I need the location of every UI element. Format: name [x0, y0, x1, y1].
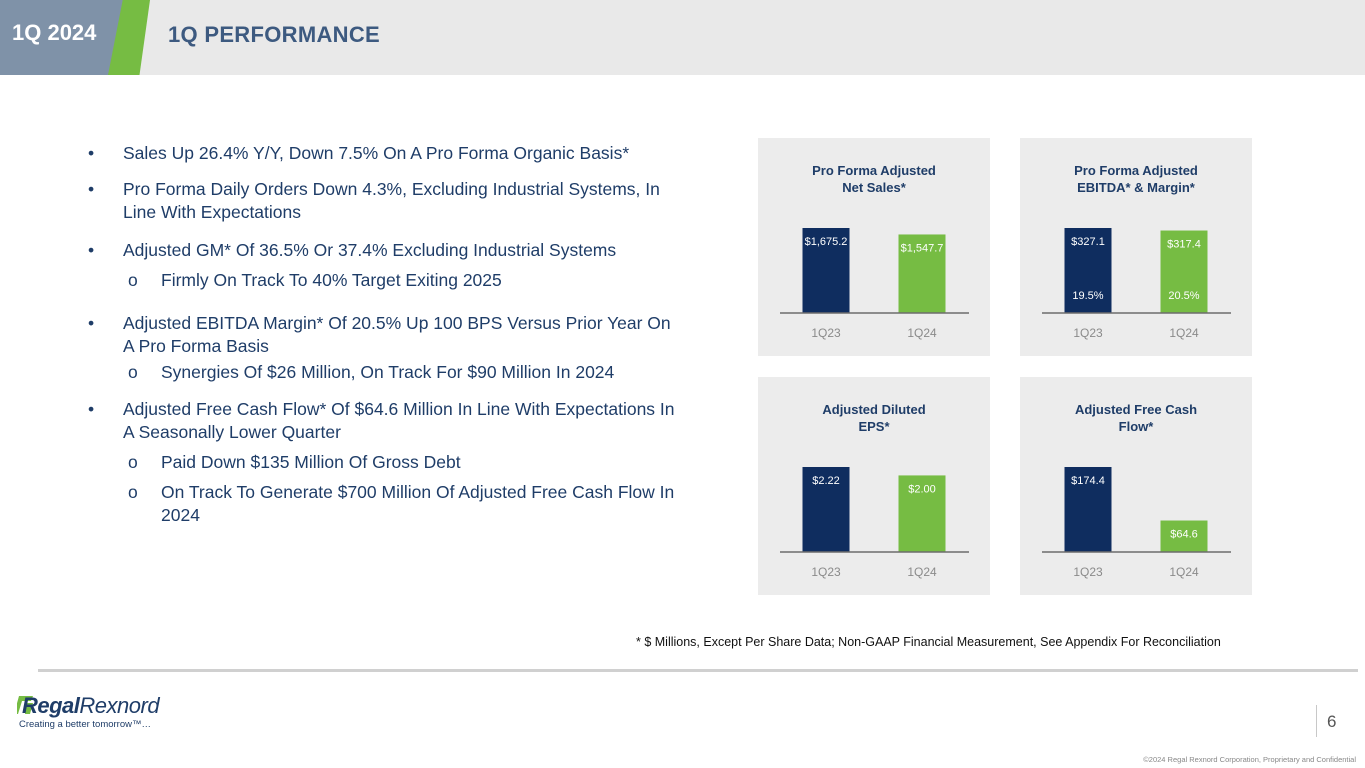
sub-bullet-marker: o	[128, 482, 138, 502]
x-tick-label: 1Q23	[1073, 326, 1103, 340]
x-tick-label: 1Q24	[1169, 326, 1199, 340]
x-tick-label: 1Q23	[811, 565, 841, 579]
data-label: $174.4	[1071, 475, 1105, 487]
bullet-text: Sales Up 26.4% Y/Y, Down 7.5% On A Pro F…	[123, 143, 630, 163]
period-tab	[0, 0, 128, 75]
tagline: Creating a better tomorrow™…	[19, 719, 151, 730]
bar-1Q24	[1160, 520, 1208, 552]
footnote: * $ Millions, Except Per Share Data; Non…	[636, 635, 1221, 649]
chart-panel-eps: Adjusted Diluted EPS* $2.22 1Q23 $2.00 1Q24	[758, 377, 990, 595]
bullet-marker: •	[88, 240, 95, 260]
x-tick-label: 1Q23	[1073, 565, 1103, 579]
sub-bullet-text: On Track To Generate $700 Million Of Adj…	[161, 482, 675, 525]
bar-1Q23	[1064, 228, 1112, 313]
regal-rexnord-logo-mark-icon	[17, 696, 33, 714]
margin-label: 19.5%	[1072, 290, 1103, 302]
bullet-marker: •	[88, 399, 95, 419]
chart-title: Pro Forma Adjusted EBITDA* & Margin*	[1074, 163, 1198, 195]
bar-1Q23	[802, 228, 850, 313]
divider	[38, 669, 1358, 672]
bar-1Q24	[1160, 230, 1208, 313]
chart-panel-free-cash-flow: Adjusted Free Cash Flow* $174.4 1Q23 $64.6 1…	[1020, 377, 1252, 595]
bar-1Q24	[898, 475, 946, 552]
header-bar	[0, 0, 1365, 75]
sub-bullet-marker: o	[128, 452, 138, 472]
data-label: $2.22	[812, 475, 840, 487]
period-label: 1Q 2024	[12, 20, 97, 45]
bar-1Q23	[802, 467, 850, 552]
data-label: $327.1	[1071, 236, 1105, 248]
slide-title: 1Q PERFORMANCE	[168, 22, 380, 47]
bullet-text: Adjusted Free Cash Flow* Of $64.6 Millio…	[123, 399, 675, 442]
data-label: $2.00	[908, 483, 936, 495]
bullet-text: Adjusted GM* Of 36.5% Or 37.4% Excluding…	[123, 240, 617, 260]
chart-title: Adjusted Diluted EPS*	[822, 402, 926, 434]
bullet-marker: •	[88, 143, 95, 163]
company-logo: RegalRexnord	[22, 693, 160, 718]
page-number-divider	[1316, 705, 1317, 737]
bar-1Q23	[1064, 467, 1112, 552]
chart-title: Pro Forma Adjusted Net Sales*	[812, 163, 936, 195]
data-label: $64.6	[1170, 529, 1198, 541]
x-tick-label: 1Q24	[1169, 565, 1199, 579]
chart-free-cash-flow: $174.4 1Q23 $64.6 1Q24	[1042, 467, 1231, 579]
page-number: 6	[1327, 712, 1337, 731]
x-tick-label: 1Q23	[811, 326, 841, 340]
x-tick-label: 1Q24	[907, 326, 937, 340]
bullet-text: Pro Forma Daily Orders Down 4.3%, Exclud…	[123, 179, 660, 222]
bullet-text: Adjusted EBITDA Margin* Of 20.5% Up 100 …	[123, 313, 671, 356]
bar-1Q24	[898, 234, 946, 313]
copyright-notice: ©2024 Regal Rexnord Corporation, Proprie…	[1143, 755, 1356, 764]
sub-bullet-text: Firmly On Track To 40% Target Exiting 20…	[161, 270, 502, 290]
chart-eps: $2.22 1Q23 $2.00 1Q24	[780, 467, 969, 579]
data-label: $1,675.2	[805, 236, 848, 248]
bullet-marker: •	[88, 179, 95, 199]
margin-label: 20.5%	[1168, 290, 1199, 302]
sub-bullet-marker: o	[128, 270, 138, 290]
data-label: $1,547.7	[901, 242, 944, 254]
chart-ebitda: $327.1 19.5% 1Q23 $317.4 20.5% 1Q24	[1042, 228, 1231, 340]
chart-panel-net-sales: Pro Forma Adjusted Net Sales* $1,675.2 1Q2…	[758, 138, 990, 356]
chart-net-sales: $1,675.2 1Q23 $1,547.7 1Q24	[780, 228, 969, 340]
bullet-marker: •	[88, 313, 95, 333]
x-tick-label: 1Q24	[907, 565, 937, 579]
sub-bullet-marker: o	[128, 362, 138, 382]
sub-bullet-text: Synergies Of $26 Million, On Track For $…	[161, 362, 615, 382]
sub-bullet-text: Paid Down $135 Million Of Gross Debt	[161, 452, 461, 472]
data-label: $317.4	[1167, 239, 1201, 251]
chart-panel-ebitda: Pro Forma Adjusted EBITDA* & Margin* $327…	[1020, 138, 1252, 356]
chart-title: Adjusted Free Cash Flow*	[1074, 402, 1198, 434]
